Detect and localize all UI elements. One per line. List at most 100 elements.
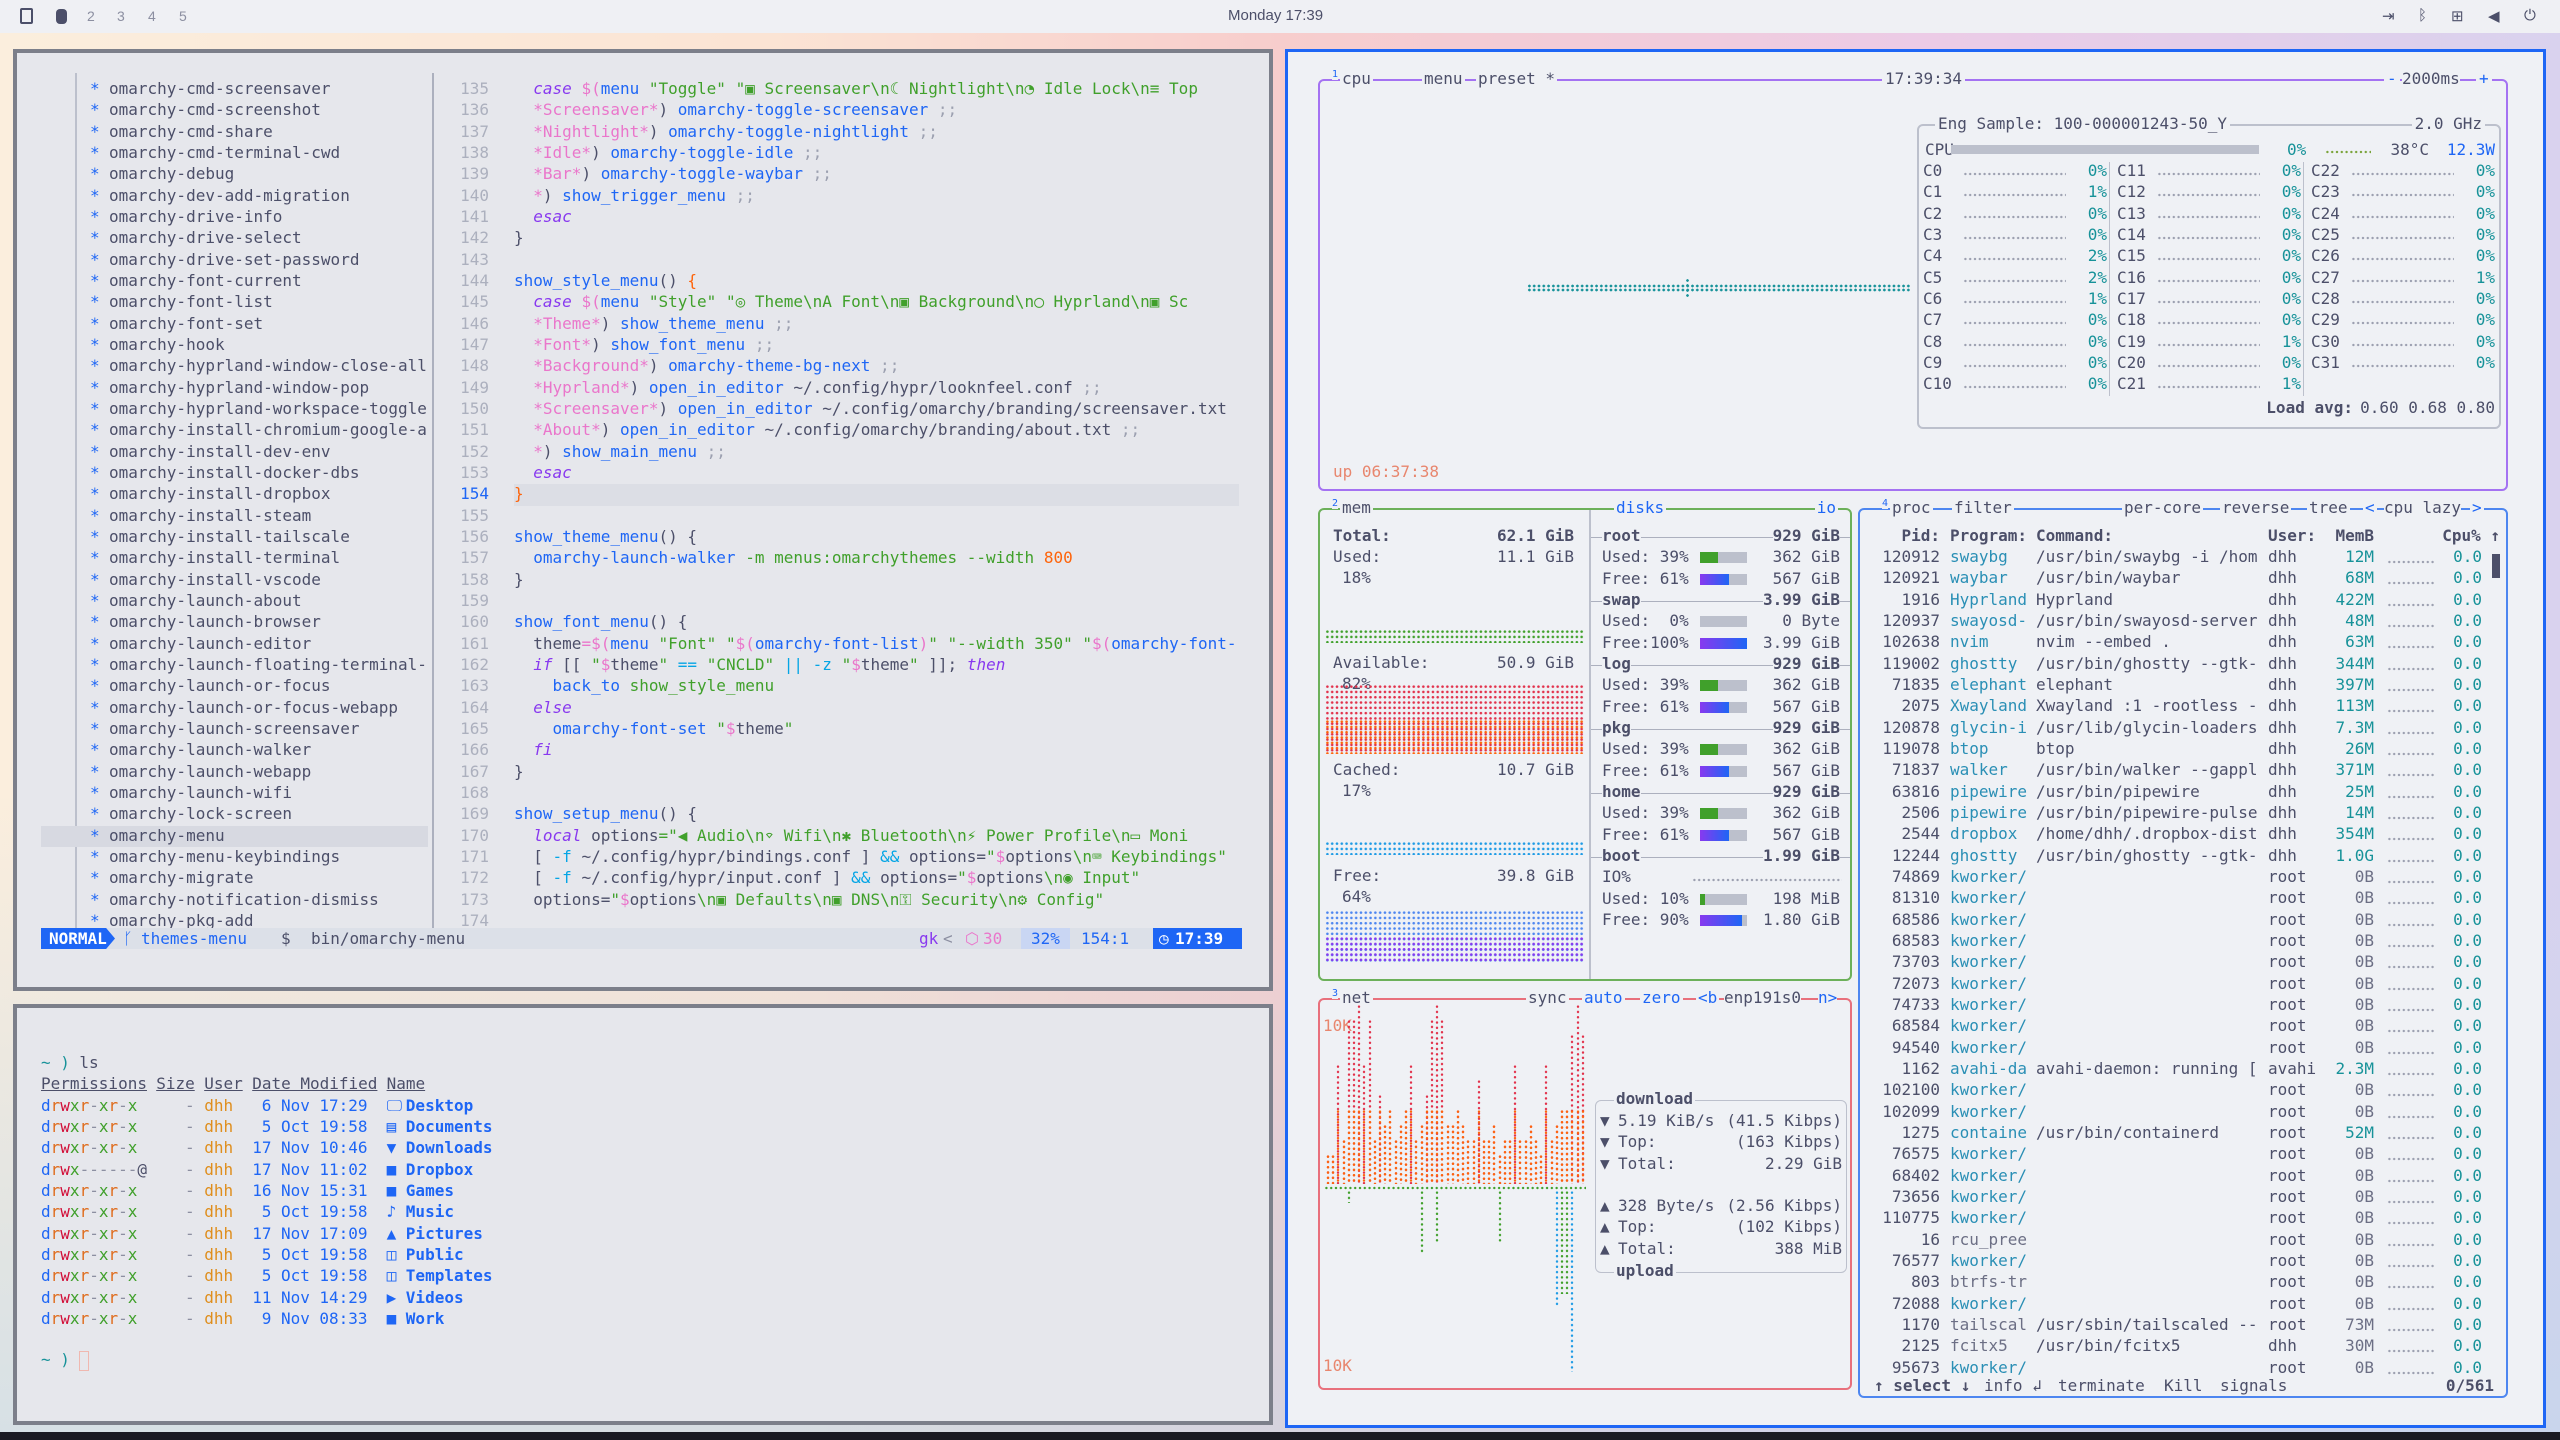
sort-next-button[interactable]: > [2470, 498, 2484, 517]
editor-window[interactable]: * omarchy-cmd-screensaver * omarchy-cmd-scr… [13, 49, 1273, 991]
file-tree-item[interactable]: omarchy-install-dropbox [109, 484, 331, 504]
signals-button[interactable]: signals [2218, 1376, 2290, 1395]
workspace-4[interactable]: 4 [148, 8, 156, 24]
process-row[interactable]: 1275 containe/usr/bin/containerd root 52M 0.… [1860, 1123, 2500, 1144]
process-row[interactable]: 68402 kworker/root 0B 0.0 [1860, 1166, 2500, 1187]
file-tree-item[interactable]: omarchy-launch-walker [109, 740, 312, 760]
process-row[interactable]: 95673 kworker/root 0B 0.0 [1860, 1358, 2500, 1379]
workspace-5[interactable]: 5 [179, 8, 187, 24]
process-row[interactable]: 16 rcu_pree root 0B 0.0 [1860, 1230, 2500, 1251]
sort-prev-button[interactable]: < [2363, 498, 2377, 517]
file-tree-item[interactable]: omarchy-migrate [109, 868, 254, 888]
file-tree-item[interactable]: omarchy-launch-floating-terminal- [109, 654, 427, 674]
process-row[interactable]: 71837 walker/usr/bin/walker --gappl dhh 371… [1860, 760, 2500, 781]
process-row[interactable]: 63816 pipewire/usr/bin/pipewire dhh 25M 0.0 [1860, 782, 2500, 803]
process-row[interactable]: 803 btrfs-tr root 0B 0.0 [1860, 1272, 2500, 1293]
process-row[interactable]: 68583 kworker/root 0B 0.0 [1860, 931, 2500, 952]
file-tree-item[interactable]: omarchy-font-list [109, 292, 273, 312]
logout-icon[interactable]: ⇥ [2382, 8, 2395, 25]
process-row[interactable]: 2075 Xwayland Xwayland :1 -rootless - dhh 11… [1860, 696, 2500, 717]
file-tree-item[interactable]: omarchy-lock-screen [109, 804, 293, 824]
process-row[interactable]: 81310 kworker/root 0B 0.0 [1860, 888, 2500, 909]
per-core-toggle[interactable]: per-core [2122, 498, 2204, 517]
directory-link[interactable]: Public [405, 1244, 464, 1264]
file-tree-item[interactable]: omarchy-install-vscode [109, 569, 321, 589]
tree-toggle[interactable]: tree [2307, 498, 2350, 517]
file-tree-item[interactable]: omarchy-font-set [109, 313, 264, 333]
file-tree-item[interactable]: omarchy-install-steam [109, 505, 312, 525]
file-tree-item[interactable]: omarchy-debug [109, 164, 235, 184]
process-row[interactable]: 119002 ghostty/usr/bin/ghostty --gtk-dhh 3… [1860, 654, 2500, 675]
file-tree-item[interactable]: omarchy-install-dev-env [109, 441, 331, 461]
directory-link[interactable]: Templates [405, 1266, 493, 1286]
process-row[interactable]: 110775 kworker/root 0B 0.0 [1860, 1208, 2500, 1229]
directory-link[interactable]: Dropbox [405, 1159, 474, 1179]
file-tree-item[interactable]: omarchy-hook [109, 334, 225, 354]
directory-link[interactable]: Music [405, 1202, 454, 1222]
file-tree-item[interactable]: omarchy-hyprland-window-close-all [109, 356, 427, 376]
terminate-button[interactable]: terminate [2056, 1376, 2147, 1395]
directory-link[interactable]: Videos [405, 1287, 464, 1307]
zero-toggle[interactable]: zero [1640, 988, 1683, 1007]
directory-link[interactable]: Work [405, 1308, 445, 1328]
sync-toggle[interactable]: sync [1526, 988, 1569, 1007]
process-row[interactable]: 76577 kworker/root 0B 0.0 [1860, 1251, 2500, 1272]
process-row[interactable]: 74869 kworker/root 0B 0.0 [1860, 867, 2500, 888]
file-tree-item[interactable]: omarchy-cmd-share [109, 121, 273, 141]
process-row[interactable]: 76575 kworker/root 0B 0.0 [1860, 1144, 2500, 1165]
process-row[interactable]: 12244 ghostty/usr/bin/ghostty --gtk-dhh 1.… [1860, 846, 2500, 867]
directory-link[interactable]: Desktop [405, 1095, 474, 1115]
reverse-toggle[interactable]: reverse [2220, 498, 2292, 517]
file-tree-item[interactable]: omarchy-launch-or-focus-webapp [109, 697, 398, 717]
volume-icon[interactable]: ◀ [2488, 8, 2500, 25]
process-row[interactable]: 74733 kworker/root 0B 0.0 [1860, 995, 2500, 1016]
process-row[interactable]: 120937 swayosd- /usr/bin/swayosd-server dhh… [1860, 611, 2500, 632]
file-tree-item[interactable]: omarchy-cmd-terminal-cwd [109, 142, 341, 162]
process-row[interactable]: 2544 dropbox/home/dhh/.dropbox-dist dhh 354… [1860, 824, 2500, 845]
auto-toggle[interactable]: auto [1582, 988, 1625, 1007]
file-tree-item[interactable]: omarchy-dev-add-migration [109, 185, 350, 205]
process-row[interactable]: 73656 kworker/root 0B 0.0 [1860, 1187, 2500, 1208]
workspace-1-active-icon[interactable] [56, 9, 67, 24]
file-tree-item[interactable]: omarchy-drive-set-password [109, 249, 360, 269]
workspace-3[interactable]: 3 [117, 8, 125, 24]
file-tree-item[interactable]: omarchy-launch-webapp [109, 761, 312, 781]
process-row[interactable]: 73703 kworker/root 0B 0.0 [1860, 952, 2500, 973]
file-tree-item[interactable]: omarchy-drive-select [109, 228, 302, 248]
process-row[interactable]: 120878 glycin-i/usr/lib/glycin-loaders dhh… [1860, 718, 2500, 739]
workspace-2[interactable]: 2 [87, 8, 95, 24]
process-row[interactable]: 2125 fcitx5/usr/bin/fcitx5 dhh 30M 0.0 [1860, 1336, 2500, 1357]
workspace-overview-icon[interactable] [20, 8, 33, 24]
file-tree-item[interactable]: omarchy-pkg-add [109, 910, 254, 930]
process-row[interactable]: 2506 pipewire/usr/bin/pipewire-pulse dhh 14… [1860, 803, 2500, 824]
directory-link[interactable]: Downloads [405, 1138, 493, 1158]
prev-interface-button[interactable]: <b [1696, 988, 1720, 1007]
process-row[interactable]: 1916 Hyprland Hyprland dhh 422M 0.0 [1860, 590, 2500, 611]
process-row[interactable]: 1162 avahi-da avahi-daemon: running [avahi… [1860, 1059, 2500, 1080]
interval-decrease-button[interactable]: - [2384, 69, 2400, 88]
terminal-cursor[interactable] [79, 1350, 90, 1371]
next-interface-button[interactable]: n> [1818, 988, 1838, 1007]
file-tree-item[interactable]: omarchy-font-current [109, 270, 302, 290]
interval-increase-button[interactable]: + [2476, 69, 2492, 88]
process-row[interactable]: 94540 kworker/root 0B 0.0 [1860, 1038, 2500, 1059]
process-row[interactable]: 68586 kworker/root 0B 0.0 [1860, 910, 2500, 931]
info-button[interactable]: info ↲ [1982, 1376, 2044, 1395]
filter-button[interactable]: filter [1952, 498, 2014, 517]
select-button[interactable]: ↑ select ↓ [1872, 1376, 1973, 1395]
process-row[interactable]: 71835 elephant elephant dhh 397M 0.0 [1860, 675, 2500, 696]
file-tree-item[interactable]: omarchy-hyprland-window-pop [109, 377, 370, 397]
terminal-window[interactable]: ~ ) ls Permissions Size User Date Modified Nam… [13, 1004, 1273, 1425]
process-row[interactable]: 102100 kworker/root 0B 0.0 [1860, 1080, 2500, 1101]
cpu-menu-button[interactable]: menu [1422, 69, 1465, 88]
file-tree-item[interactable]: omarchy-cmd-screenshot [109, 100, 321, 120]
file-tree-item[interactable]: omarchy-launch-or-focus [109, 676, 331, 696]
process-row[interactable]: 68584 kworker/root 0B 0.0 [1860, 1016, 2500, 1037]
network-icon[interactable]: ⊞ [2451, 8, 2464, 25]
process-row[interactable]: 72073 kworker/root 0B 0.0 [1860, 974, 2500, 995]
clock[interactable]: Monday 17:39 [1228, 7, 1324, 24]
file-tree-item[interactable]: omarchy-hyprland-workspace-toggle [109, 398, 427, 418]
bluetooth-icon[interactable]: ᛒ [2418, 7, 2428, 24]
file-tree-item[interactable]: omarchy-launch-editor [109, 633, 312, 653]
file-tree-item[interactable]: omarchy-install-tailscale [109, 526, 350, 546]
